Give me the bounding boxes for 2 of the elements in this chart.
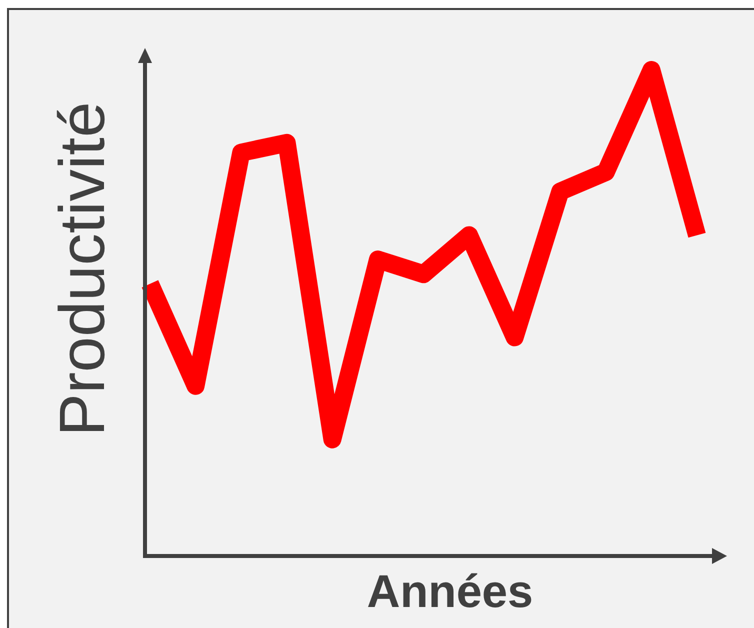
y-axis-title: Productivité [46, 102, 118, 436]
x-axis-title: Années [366, 565, 534, 617]
